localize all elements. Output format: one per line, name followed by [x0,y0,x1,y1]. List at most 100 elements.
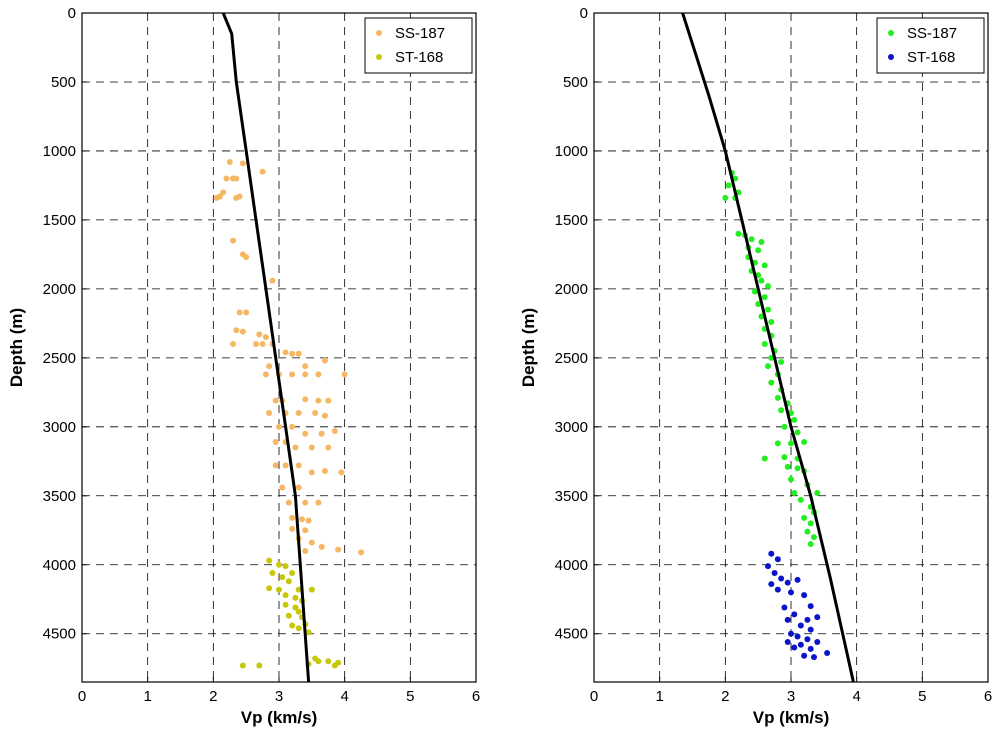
data-point [338,469,345,476]
data-point [784,616,791,623]
data-point [794,429,801,436]
legend-label: ST-168 [907,49,955,66]
x-tick-label: 5 [918,688,926,705]
series-ST-168 [765,550,831,661]
y-tick-label: 500 [563,74,588,91]
data-point [295,484,302,491]
x-tick-label: 0 [590,688,598,705]
y-tick-label: 3000 [43,419,76,436]
data-point [781,423,788,430]
data-point [774,440,781,447]
legend: SS-187 ST-168 [364,17,473,74]
plot-area [594,13,988,682]
y-tick-label: 0 [68,5,76,22]
data-point [282,349,289,356]
data-point [765,363,772,370]
data-point [302,371,309,378]
data-point [239,160,246,167]
data-point [236,309,243,316]
data-point [797,496,804,503]
data-point [325,444,332,451]
data-point [807,541,814,548]
data-point [259,168,266,175]
legend: SS-187 ST-168 [876,17,985,74]
legend-label: SS-187 [907,25,957,42]
trend-line [221,12,311,683]
data-point [302,499,309,506]
data-point [262,371,269,378]
data-point [253,341,260,348]
data-point [298,516,305,523]
data-point [256,662,263,669]
trend-line [681,12,855,683]
data-point [243,309,250,316]
data-point [778,358,785,365]
x-tick-label: 4 [340,688,348,705]
data-point [220,189,227,196]
y-tick-label: 2000 [43,281,76,298]
y-tick-label: 1000 [555,143,588,160]
data-point [358,549,365,556]
data-point [256,331,263,338]
data-point [774,586,781,593]
data-point [801,592,808,599]
data-point [778,407,785,414]
y-tick-label: 3000 [555,419,588,436]
data-point [269,570,276,577]
x-tick-label: 6 [984,688,992,705]
legend-marker [376,30,382,36]
data-point [289,350,296,357]
data-point [761,341,768,348]
y-tick-label: 0 [580,5,588,22]
data-point [755,301,762,308]
y-tick-label: 2500 [43,350,76,367]
data-point [778,575,785,582]
data-point [768,581,775,588]
data-point [308,469,315,476]
data-point [784,579,791,586]
data-point [302,363,309,370]
data-point [331,662,338,669]
y-tick-label: 3500 [43,488,76,505]
data-point [289,525,296,532]
data-point [289,570,296,577]
data-point [282,563,289,570]
x-tick-label: 6 [472,688,480,705]
x-tick-label: 3 [787,688,795,705]
y-tick-label: 4500 [43,626,76,643]
data-point [312,410,319,417]
data-point [315,658,322,665]
x-tick-label: 5 [406,688,414,705]
data-point [302,547,309,554]
data-point [285,499,292,506]
legend-marker [888,54,894,60]
data-point [272,397,279,404]
data-point [774,394,781,401]
data-point [269,277,276,284]
data-point [765,283,772,290]
data-point [262,334,269,341]
data-point [774,556,781,563]
data-point [315,499,322,506]
chart-panel-right: 0 1 2 3 4 5 6 0 500 1000 1500 2000 2500 3000 3500 4000 4… [519,5,992,727]
y-tick-label: 1500 [43,212,76,229]
data-point [276,423,282,430]
data-point [285,612,292,619]
data-point [230,237,237,244]
legend-marker [376,54,382,60]
x-tick-label: 1 [655,688,663,705]
data-point [341,371,348,378]
y-axis-label: Depth (m) [519,308,538,387]
data-point [321,412,328,419]
data-point [259,341,266,348]
data-point [282,462,289,469]
data-point [791,490,798,497]
data-point [331,427,338,434]
data-point [302,396,309,403]
data-point [223,175,230,182]
data-point [226,158,233,165]
data-point [794,465,801,472]
data-point [266,557,273,564]
data-point [807,520,814,527]
